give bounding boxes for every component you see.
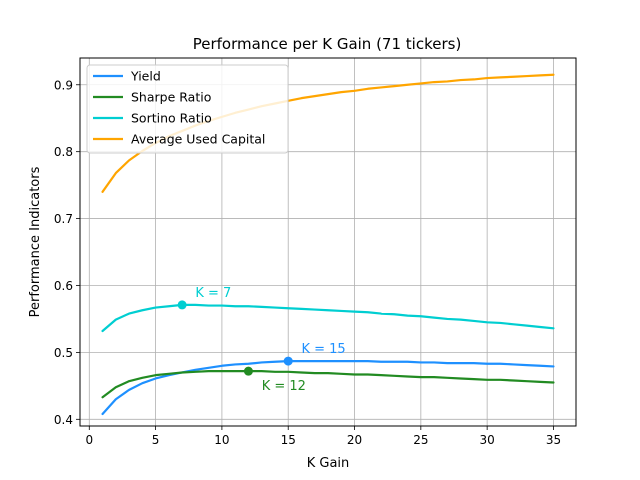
x-tick-label: 20 (347, 433, 362, 447)
legend-label-sortino-ratio: Sortino Ratio (131, 111, 212, 126)
y-axis-label: Performance Indicators (28, 166, 43, 317)
y-tick-label: 0.5 (54, 346, 73, 360)
y-tick-label: 0.6 (54, 279, 73, 293)
series-line-yield (101, 360, 555, 416)
legend: Yield Sharpe Ratio Sortino Ratio Average Us… (86, 64, 289, 154)
y-tick-label: 0.4 (54, 413, 73, 427)
legend-label-average-used-capital: Average Used Capital (131, 132, 265, 147)
annotations: K = 7 K = 15 K = 12 (177, 286, 346, 394)
grid-lines (80, 58, 576, 426)
plot-frame (79, 57, 577, 427)
x-axis-label: K Gain (307, 456, 350, 471)
series-line-sortino-ratio (101, 303, 555, 333)
annotation-marker (283, 356, 293, 366)
legend-label-sharpe-ratio: Sharpe Ratio (131, 90, 211, 105)
x-tick-label: 25 (413, 433, 428, 447)
annotation-marker (243, 366, 253, 376)
axis-ticks: 0 5 10 15 20 25 30 35 0.4 0.5 0.6 0.7 0.8 0.9 (54, 78, 561, 447)
y-tick-label: 0.8 (54, 145, 73, 159)
x-tick-label: 30 (480, 433, 495, 447)
y-tick-label: 0.7 (54, 212, 73, 226)
annotation-label: K = 12 (262, 379, 306, 394)
annotation-label: K = 15 (301, 342, 345, 357)
series-line-sharpe-ratio (101, 370, 555, 399)
y-tick-label: 0.9 (54, 78, 73, 92)
x-tick-label: 0 (85, 433, 93, 447)
x-tick-label: 15 (281, 433, 296, 447)
x-tick-label: 10 (214, 433, 229, 447)
annotation-label: K = 7 (195, 286, 231, 301)
chart-title: Performance per K Gain (71 tickers) (193, 35, 462, 53)
annotation-marker (177, 300, 187, 310)
legend-label-yield: Yield (130, 69, 161, 84)
x-tick-label: 5 (152, 433, 160, 447)
x-tick-label: 35 (546, 433, 561, 447)
legend-box (86, 64, 289, 154)
